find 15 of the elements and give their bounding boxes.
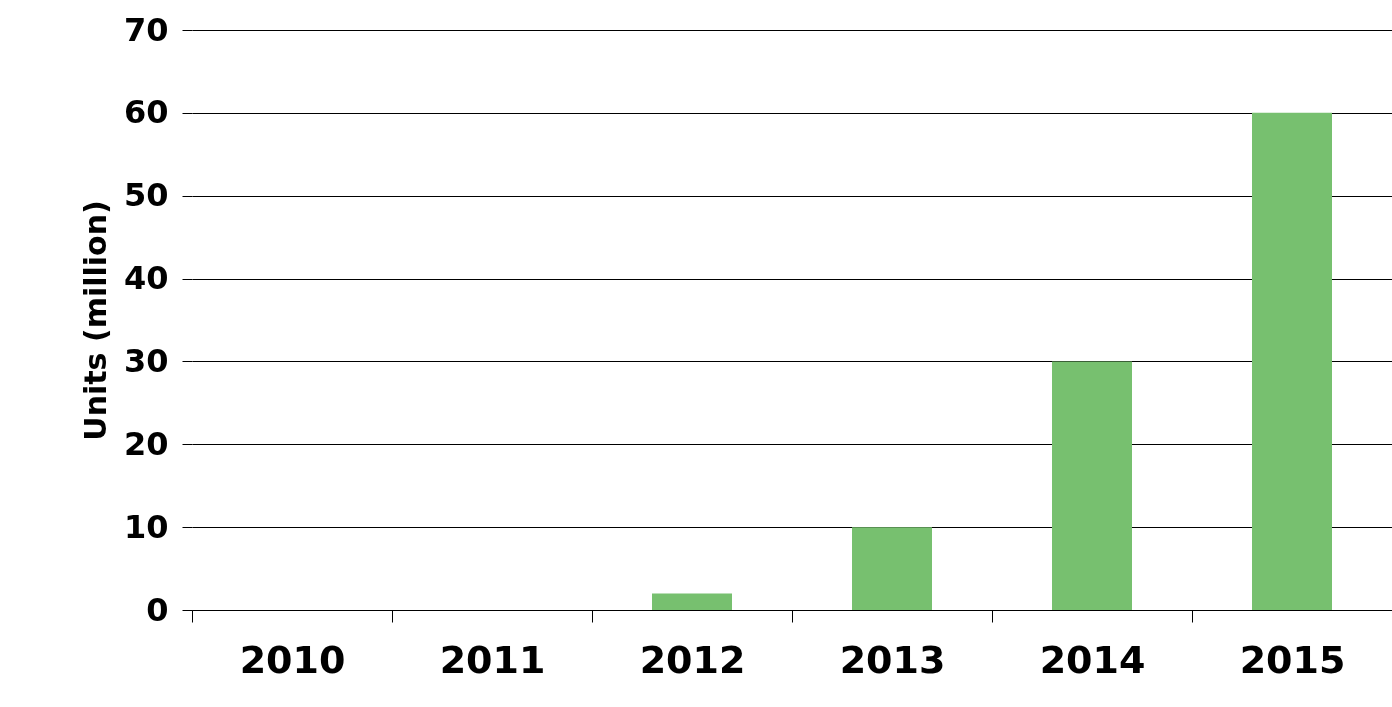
x-tick-label: 2010 [239,637,346,682]
y-tick-label: 10 [123,507,169,546]
y-tick-label: 30 [123,341,169,380]
y-axis-title: Units (million) [77,200,113,441]
x-tick-label: 2014 [1039,637,1146,682]
x-tick-label: 2013 [839,637,946,682]
y-tick-label: 50 [123,176,169,215]
y-tick-label: 20 [123,424,169,463]
y-tick-label: 0 [146,590,169,629]
y-tick-label: 60 [123,93,169,132]
x-tick-label: 2015 [1239,637,1346,682]
x-tick-label: 2012 [639,637,746,682]
y-tick-label: 40 [123,259,169,298]
y-tick-label: 70 [123,10,169,49]
x-tick-label: 2011 [439,637,546,682]
